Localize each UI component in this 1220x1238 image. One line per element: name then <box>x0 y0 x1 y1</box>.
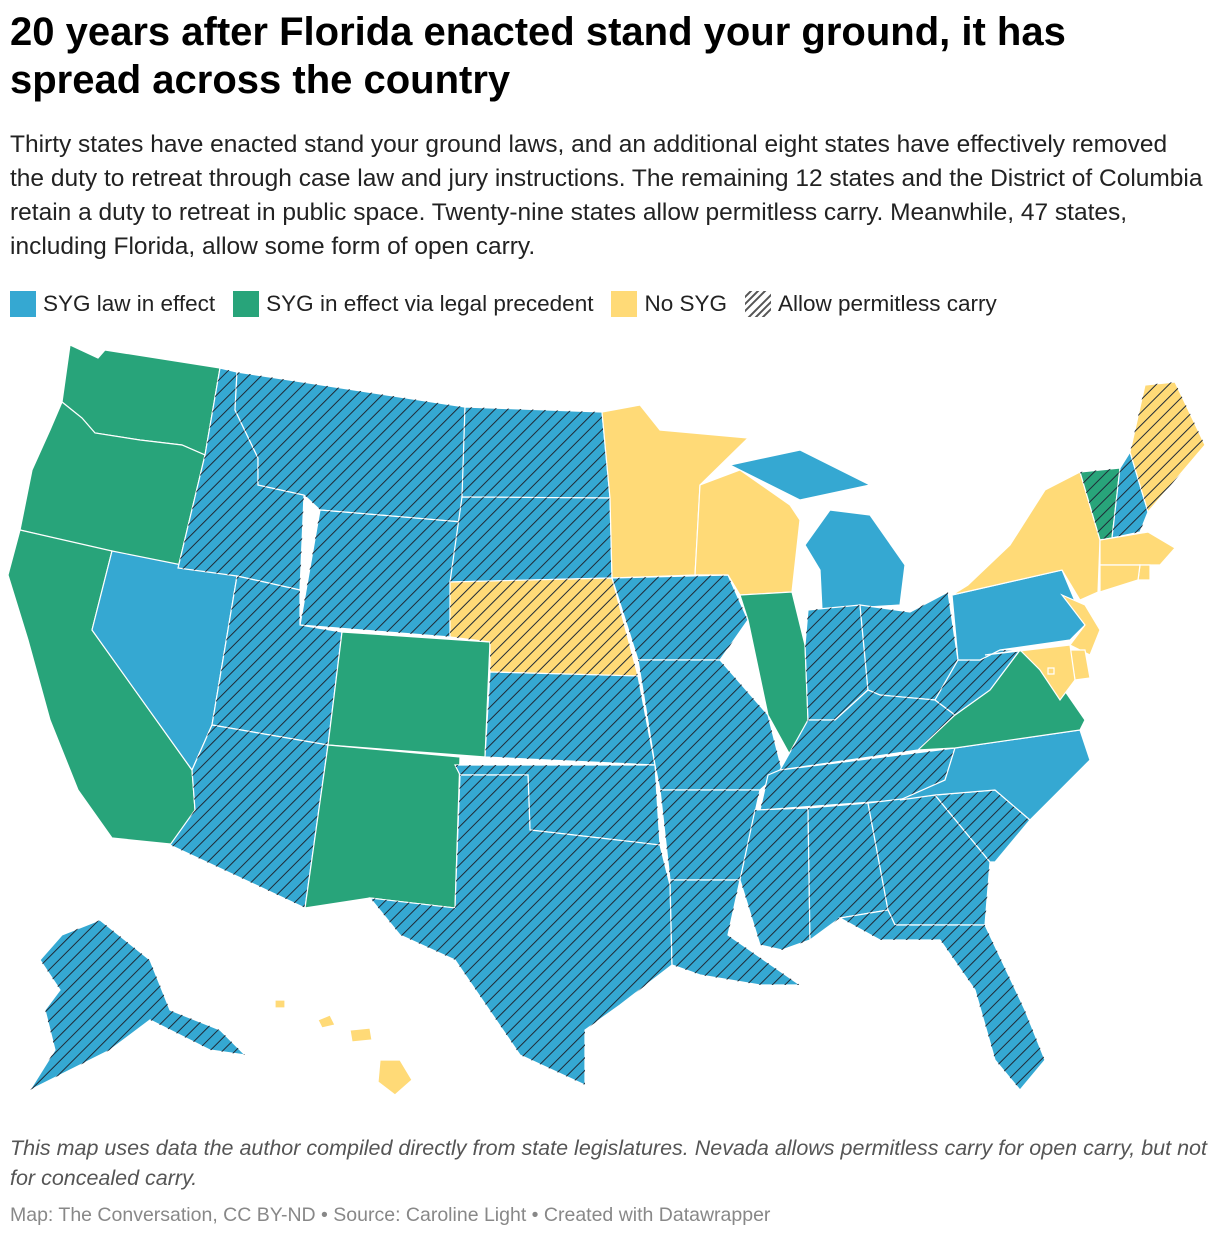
state-vt <box>1079 467 1121 541</box>
state-fill-hi <box>274 999 413 1096</box>
state-hatch-ut <box>212 576 342 745</box>
state-ma <box>1099 531 1176 566</box>
state-hatch-ia <box>612 575 748 660</box>
state-fill-ct <box>1099 564 1141 593</box>
hatch-pattern-icon <box>745 291 771 317</box>
state-fill-nj <box>1060 593 1101 656</box>
chart-subtitle: Thirty states have enacted stand your gr… <box>10 131 1203 260</box>
states-layer <box>7 344 1206 1096</box>
state-md <box>984 644 1076 702</box>
state-ct <box>1099 564 1141 593</box>
state-mt <box>234 371 466 523</box>
state-hatch-ok <box>455 765 660 845</box>
state-fill-md <box>984 644 1076 702</box>
legend-label-no-syg: No SYG <box>644 291 727 316</box>
legend-label-permitless: Allow permitless carry <box>778 291 997 316</box>
state-hatch-ak <box>30 920 245 1090</box>
state-nh <box>1111 450 1149 539</box>
state-hatch-fl <box>840 910 1045 1090</box>
state-hatch-nd <box>462 407 610 498</box>
state-ny <box>951 471 1101 601</box>
state-hatch-al <box>808 803 888 940</box>
state-la <box>669 879 802 986</box>
state-nj <box>1060 593 1101 656</box>
map-notes: This map uses data the author compiled d… <box>10 1136 1207 1190</box>
state-az <box>169 724 329 909</box>
state-fill-mi <box>728 449 906 611</box>
state-hatch-tx <box>370 775 672 1085</box>
state-hatch-ms <box>740 808 810 950</box>
state-nm <box>304 744 461 909</box>
state-co <box>327 631 491 758</box>
state-hatch-wv <box>935 650 1020 715</box>
state-pa <box>951 569 1086 661</box>
state-hatch-sd <box>450 497 612 582</box>
state-hatch-oh <box>860 592 958 700</box>
legend-item-no-syg: No SYG <box>611 291 727 317</box>
state-ak <box>28 919 247 1092</box>
state-ks <box>484 671 656 766</box>
state-ky <box>778 689 956 771</box>
state-hatch-mo <box>638 660 782 790</box>
state-sd <box>449 496 613 583</box>
state-fill-ma <box>1099 531 1176 566</box>
state-nc <box>899 729 1091 821</box>
state-me <box>1129 381 1206 514</box>
state-ne <box>449 577 639 677</box>
state-hatch-wy <box>300 510 462 637</box>
state-hatch-ga <box>868 795 990 925</box>
state-ms <box>739 807 811 951</box>
state-tx <box>368 774 673 1086</box>
state-fill-dc <box>1047 667 1055 675</box>
state-fill-nc <box>899 729 1091 821</box>
legend-swatch-no-syg <box>611 291 638 317</box>
state-hatch-sc <box>935 790 1030 862</box>
state-in <box>804 604 869 721</box>
state-hatch-vt <box>1080 468 1120 540</box>
state-ga <box>867 794 991 926</box>
legend-label-syg-precedent: SYG in effect via legal precedent <box>266 291 594 316</box>
state-hatch-la <box>670 880 800 985</box>
state-oh <box>859 591 959 701</box>
us-states-map <box>7 344 1206 1096</box>
state-fill-co <box>327 631 491 758</box>
state-nd <box>461 406 611 499</box>
state-hatch-az <box>170 725 328 908</box>
state-hatch-in <box>805 605 868 720</box>
state-hatch-me <box>1130 382 1205 512</box>
state-dc <box>1047 667 1055 675</box>
legend-item-syg-law: SYG law in effect <box>10 291 215 317</box>
legend-item-permitless: Allow permitless carry <box>745 291 997 317</box>
state-hatch-ks <box>485 672 655 765</box>
state-hatch-ky <box>780 690 955 770</box>
state-wy <box>299 509 463 638</box>
state-mi <box>728 449 906 611</box>
legend-swatch-syg-precedent <box>233 291 260 317</box>
legend-label-syg-law: SYG law in effect <box>43 291 216 316</box>
state-hatch-ar <box>660 790 760 880</box>
state-hatch-nh <box>1112 452 1148 538</box>
legend-item-syg-precedent: SYG in effect via legal precedent <box>233 291 593 317</box>
state-hatch-tn <box>760 748 955 810</box>
state-ar <box>659 789 761 881</box>
state-fill-nm <box>304 744 461 909</box>
state-ia <box>611 574 749 661</box>
state-mo <box>637 659 783 791</box>
state-fill-pa <box>951 569 1086 661</box>
state-fill-ny <box>951 471 1101 601</box>
state-hatch-id <box>178 368 304 590</box>
state-fl <box>838 909 1046 1091</box>
state-hi <box>274 999 413 1096</box>
state-hatch-mt <box>235 372 465 522</box>
state-hatch-ne <box>450 578 638 676</box>
source-credit: Map: The Conversation, CC BY-ND • Source… <box>10 1204 771 1226</box>
chart-title: 20 years after Florida enacted stand you… <box>10 10 1066 102</box>
legend-swatch-syg-law <box>10 291 36 317</box>
legend: SYG law in effect SYG in effect via lega… <box>10 289 1015 319</box>
